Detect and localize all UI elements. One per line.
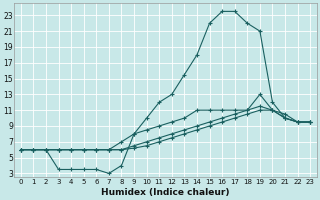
X-axis label: Humidex (Indice chaleur): Humidex (Indice chaleur) xyxy=(101,188,230,197)
